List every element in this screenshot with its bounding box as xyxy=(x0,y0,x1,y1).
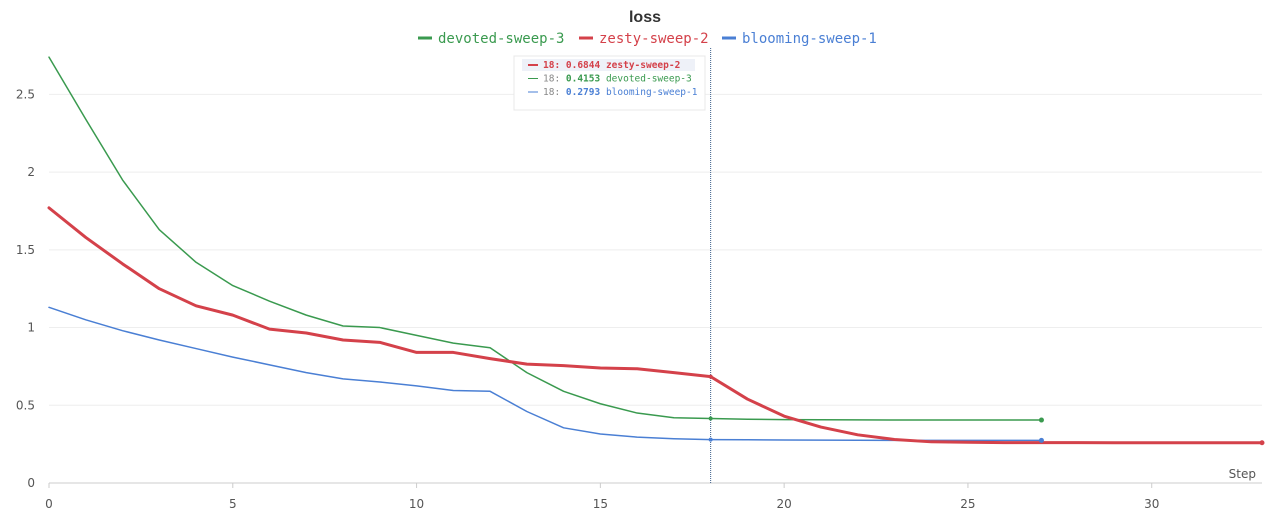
grid xyxy=(49,93,1262,406)
tooltip-highlight xyxy=(522,59,695,71)
x-tick-label: 30 xyxy=(1144,497,1159,511)
x-tick-label: 10 xyxy=(409,497,424,511)
hover-point-devoted-sweep-3 xyxy=(708,416,713,421)
y-tick-label: 0.5 xyxy=(16,398,35,412)
y-tick-label: 1.5 xyxy=(16,243,35,257)
tooltip-row: 18: 0.2793 blooming-sweep-1 xyxy=(543,87,698,98)
y-tick-label: 2.5 xyxy=(16,87,35,101)
tooltip-value: 0.6844 xyxy=(566,60,606,71)
legend-label: devoted-sweep-3 xyxy=(438,31,564,47)
legend-label: zesty-sweep-2 xyxy=(599,31,709,47)
tooltip-series-name: zesty-sweep-2 xyxy=(606,60,680,71)
legend-label: blooming-sweep-1 xyxy=(742,31,877,47)
tooltip-step: 18: xyxy=(543,87,566,98)
x-axis-label: Step xyxy=(1229,467,1256,481)
y-tick-label: 0 xyxy=(27,476,35,490)
hover-tooltip: 18: 0.6844 zesty-sweep-218: 0.4153 devot… xyxy=(513,55,706,111)
legend: devoted-sweep-3 zesty-sweep-2 blooming-swe… xyxy=(418,31,877,47)
tooltip-step: 18: xyxy=(543,74,566,85)
y-tick-label: 2 xyxy=(27,165,35,179)
tooltip-series-name: blooming-sweep-1 xyxy=(606,87,698,98)
hover-point-blooming-sweep-1 xyxy=(708,437,713,442)
tooltip-row: 18: 0.6844 zesty-sweep-2 xyxy=(543,60,680,71)
x-axis-ticks: 0 5 10 15 20 25 30 xyxy=(45,483,1159,511)
series-group xyxy=(47,56,1264,445)
x-tick-label: 25 xyxy=(960,497,975,511)
y-tick-label: 1 xyxy=(27,321,35,335)
end-point-zesty-sweep-2 xyxy=(1259,440,1265,446)
series-line-blooming-sweep-1 xyxy=(48,306,1043,442)
tooltip-series-name: devoted-sweep-3 xyxy=(606,74,692,85)
hover-points xyxy=(708,374,713,442)
series-end-points xyxy=(1038,417,1265,446)
hover-point-zesty-sweep-2 xyxy=(708,374,713,379)
series-line-zesty-sweep-2 xyxy=(47,206,1264,445)
tooltip-row: 18: 0.4153 devoted-sweep-3 xyxy=(543,74,692,85)
tooltip-step: 18: xyxy=(543,60,566,71)
tooltip-value: 0.4153 xyxy=(566,74,606,85)
y-axis-ticks: 0 0.5 1 1.5 2 2.5 xyxy=(16,87,35,490)
chart-title: loss xyxy=(629,9,661,26)
series-line-devoted-sweep-3 xyxy=(48,56,1043,421)
x-tick-label: 20 xyxy=(777,497,792,511)
x-tick-label: 15 xyxy=(593,497,608,511)
x-tick-label: 0 xyxy=(45,497,53,511)
x-tick-label: 5 xyxy=(229,497,237,511)
end-point-devoted-sweep-3 xyxy=(1038,417,1044,423)
tooltip-value: 0.2793 xyxy=(566,87,606,98)
end-point-blooming-sweep-1 xyxy=(1038,437,1044,443)
